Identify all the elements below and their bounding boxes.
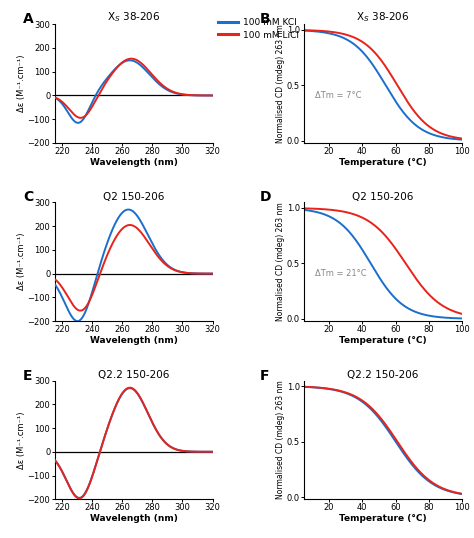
X-axis label: Wavelength (nm): Wavelength (nm) xyxy=(90,514,177,523)
Title: Q2.2 150-206: Q2.2 150-206 xyxy=(98,370,169,380)
Y-axis label: Δε (M⁻¹.cm⁻¹): Δε (M⁻¹.cm⁻¹) xyxy=(17,55,26,112)
Legend: 100 mM KCl, 100 mM LiCl: 100 mM KCl, 100 mM LiCl xyxy=(218,18,299,40)
Y-axis label: Normalised CD (mdeg) 263 nm: Normalised CD (mdeg) 263 nm xyxy=(276,202,285,321)
X-axis label: Temperature (°C): Temperature (°C) xyxy=(339,336,427,345)
Y-axis label: Δε (M⁻¹.cm⁻¹): Δε (M⁻¹.cm⁻¹) xyxy=(17,411,26,469)
X-axis label: Wavelength (nm): Wavelength (nm) xyxy=(90,336,177,345)
X-axis label: Temperature (°C): Temperature (°C) xyxy=(339,158,427,167)
X-axis label: Wavelength (nm): Wavelength (nm) xyxy=(90,158,177,167)
Title: X$_S$ 38-206: X$_S$ 38-206 xyxy=(356,10,410,24)
Text: D: D xyxy=(260,190,272,204)
X-axis label: Temperature (°C): Temperature (°C) xyxy=(339,514,427,523)
Text: E: E xyxy=(23,369,32,383)
Y-axis label: Δε (M⁻¹.cm⁻¹): Δε (M⁻¹.cm⁻¹) xyxy=(17,233,26,291)
Y-axis label: Normalised CD (mdeg) 263 nm: Normalised CD (mdeg) 263 nm xyxy=(276,24,285,143)
Text: B: B xyxy=(260,12,271,26)
Title: X$_S$ 38-206: X$_S$ 38-206 xyxy=(107,10,160,24)
Text: ΔTm = 7°C: ΔTm = 7°C xyxy=(315,91,362,100)
Y-axis label: Normalised CD (mdeg) 263 nm: Normalised CD (mdeg) 263 nm xyxy=(276,380,285,499)
Title: Q2 150-206: Q2 150-206 xyxy=(103,192,164,202)
Text: C: C xyxy=(23,190,33,204)
Text: ΔTm = 21°C: ΔTm = 21°C xyxy=(315,269,367,278)
Text: F: F xyxy=(260,369,269,383)
Text: A: A xyxy=(23,12,34,26)
Title: Q2 150-206: Q2 150-206 xyxy=(353,192,414,202)
Title: Q2.2 150-206: Q2.2 150-206 xyxy=(347,370,419,380)
